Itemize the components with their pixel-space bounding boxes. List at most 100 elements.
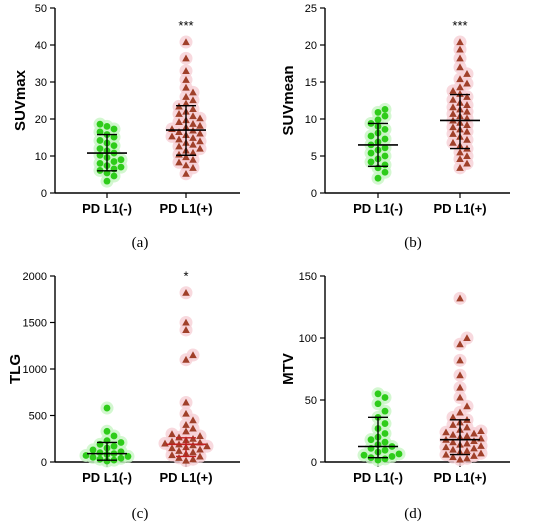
data-point — [395, 450, 403, 458]
data-point — [463, 121, 471, 128]
data-point — [103, 404, 111, 412]
y-tick-label: 150 — [299, 271, 317, 283]
data-point — [189, 112, 197, 120]
data-point — [449, 453, 457, 461]
y-axis-label: SUVmax — [12, 69, 29, 131]
y-tick-label: 10 — [305, 114, 317, 126]
data-point — [477, 442, 485, 449]
data-point — [203, 442, 211, 450]
data-point — [189, 140, 197, 148]
data-point — [117, 156, 125, 164]
data-point — [463, 79, 471, 87]
data-point — [189, 424, 197, 432]
data-point — [449, 103, 457, 111]
y-tick-label: 10 — [35, 151, 47, 163]
data-point — [381, 455, 389, 463]
data-point — [182, 67, 190, 74]
data-point — [463, 127, 471, 135]
data-point — [381, 394, 389, 401]
data-point — [381, 152, 389, 160]
data-point — [463, 114, 471, 122]
data-point — [456, 83, 464, 91]
y-tick-label: 0 — [311, 188, 317, 200]
data-point — [456, 164, 464, 171]
data-point — [442, 428, 450, 436]
data-point — [110, 172, 118, 180]
data-point — [381, 438, 389, 446]
data-point — [449, 123, 457, 131]
data-point — [449, 421, 457, 428]
data-point — [182, 93, 190, 100]
data-point — [367, 149, 375, 157]
data-point — [456, 148, 464, 156]
data-point — [374, 116, 382, 124]
data-point — [96, 160, 104, 167]
data-point — [189, 455, 197, 463]
data-point — [110, 158, 118, 165]
data-point — [381, 407, 389, 415]
y-tick-label: 50 — [305, 395, 317, 407]
data-point — [182, 99, 190, 107]
data-point — [374, 456, 382, 464]
data-point — [189, 96, 197, 104]
data-point — [182, 326, 190, 333]
data-point — [360, 451, 368, 459]
y-tick-label: 100 — [299, 333, 317, 345]
data-point — [449, 138, 457, 146]
data-point — [456, 75, 464, 83]
data-point — [456, 340, 464, 348]
data-point — [182, 421, 190, 428]
data-point — [381, 144, 389, 152]
data-point — [117, 439, 125, 446]
data-point — [110, 432, 118, 440]
y-tick-label: 0 — [41, 457, 47, 469]
data-point — [449, 110, 457, 117]
data-point — [182, 288, 190, 296]
data-point — [96, 455, 104, 463]
data-point — [182, 54, 190, 62]
data-point — [463, 152, 471, 160]
data-point — [470, 452, 478, 459]
data-point — [463, 159, 471, 167]
y-tick-label: 20 — [305, 40, 317, 52]
data-point — [367, 158, 375, 166]
data-point — [168, 451, 176, 459]
y-tick-label: 0 — [41, 188, 47, 200]
data-point — [470, 437, 478, 444]
data-point — [110, 125, 118, 133]
data-point — [196, 114, 204, 122]
data-point — [449, 438, 457, 446]
chart-panel: 0 500 1000 1500 2000 TLG PD L1(-) PD L1(+) * — [7, 269, 240, 485]
data-point — [117, 163, 125, 171]
data-point — [381, 430, 389, 437]
data-point — [196, 137, 204, 145]
data-point — [463, 423, 471, 431]
data-point — [381, 446, 389, 454]
data-point — [456, 155, 464, 162]
data-point — [374, 174, 382, 182]
data-point — [196, 452, 204, 460]
data-point — [182, 456, 190, 464]
data-point — [463, 135, 471, 143]
data-point — [381, 105, 389, 113]
data-point — [463, 334, 471, 342]
data-point — [96, 449, 104, 457]
data-point — [189, 351, 197, 359]
data-point — [463, 107, 471, 115]
data-point — [456, 371, 464, 379]
data-point — [175, 110, 183, 117]
data-point — [103, 177, 111, 185]
significance-marker: *** — [452, 18, 467, 33]
data-point — [456, 383, 464, 391]
data-point — [449, 445, 457, 453]
data-point — [388, 453, 396, 460]
data-point — [196, 129, 204, 137]
y-axis-label: SUVmean — [280, 65, 297, 135]
data-point — [175, 454, 183, 461]
data-point — [456, 54, 464, 62]
data-point — [449, 413, 457, 421]
data-point — [381, 168, 389, 176]
x-tick-label: PD L1(+) — [159, 201, 212, 216]
data-point — [182, 398, 190, 406]
data-point — [96, 120, 104, 128]
